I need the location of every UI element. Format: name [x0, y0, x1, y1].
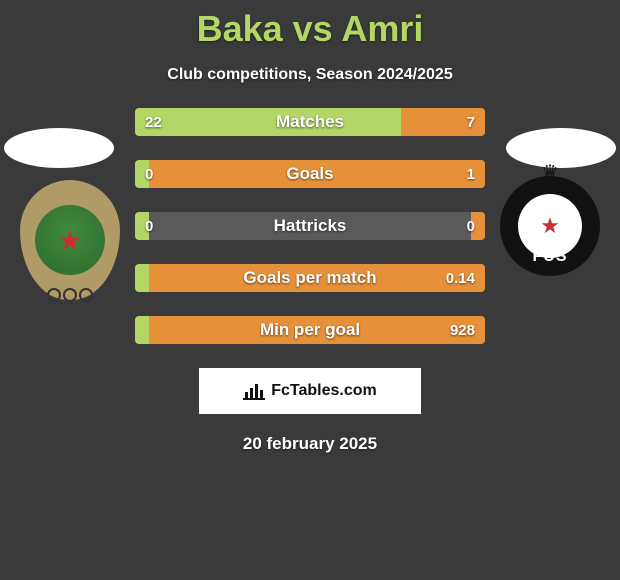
stat-bars: 227Matches 01Goals 00Hattricks 0.14Goals pe…	[135, 108, 485, 344]
bar-label: Matches	[135, 108, 485, 136]
bar-label: Goals	[135, 160, 485, 188]
team-right-badge: ♛ ★ FUS	[500, 176, 600, 306]
subtitle: Club competitions, Season 2024/2025	[0, 66, 620, 84]
bar-label: Goals per match	[135, 264, 485, 292]
rings-icon	[47, 288, 93, 302]
comparison-card: Baka vs Amri Club competitions, Season 2…	[0, 0, 620, 580]
player-right-avatar	[506, 128, 616, 168]
brand-text: FcTables.com	[271, 382, 377, 400]
bar-label: Hattricks	[135, 212, 485, 240]
stat-bar-row: 227Matches	[135, 108, 485, 136]
crown-icon: ♛	[541, 160, 559, 185]
brand-box: FcTables.com	[199, 368, 421, 414]
page-title: Baka vs Amri	[0, 0, 620, 50]
star-icon: ★	[57, 224, 82, 257]
player-left-avatar	[4, 128, 114, 168]
crest-inner: ★	[35, 205, 105, 275]
stat-bar-row: 928Min per goal	[135, 316, 485, 344]
stat-bar-row: 0.14Goals per match	[135, 264, 485, 292]
chart-bar-icon	[243, 382, 265, 400]
star-icon: ★	[540, 213, 560, 239]
stat-bar-row: 00Hattricks	[135, 212, 485, 240]
crest-outer: ♛ ★ FUS	[500, 176, 600, 276]
stat-bar-row: 01Goals	[135, 160, 485, 188]
badge-text: FUS	[533, 248, 568, 266]
shield-icon: ★	[20, 180, 120, 300]
team-left-badge: ★	[20, 180, 120, 310]
date-text: 20 february 2025	[0, 434, 620, 454]
bar-label: Min per goal	[135, 316, 485, 344]
